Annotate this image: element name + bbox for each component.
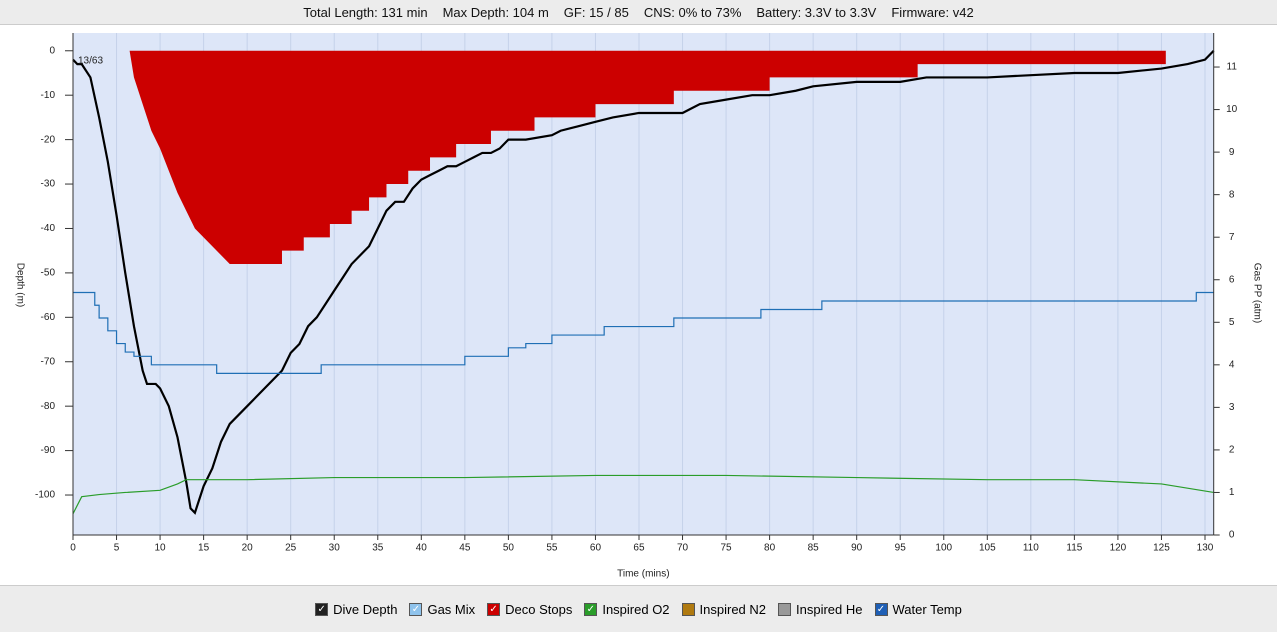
y2-tick-label: 1 [1229, 487, 1235, 498]
x-tick-label: 40 [416, 543, 428, 554]
series-line [73, 291, 1214, 374]
x-tick-label: 10 [155, 543, 167, 554]
header-item: Battery: 3.3V to 3.3V [756, 4, 877, 20]
legend-item[interactable]: ✓ Deco Stops [487, 602, 572, 617]
y2-tick-label: 3 [1229, 402, 1235, 413]
y-tick-label: -100 [35, 490, 55, 501]
y2-tick-label: 10 [1226, 104, 1238, 115]
x-tick-label: 115 [1066, 543, 1082, 554]
header: Total Length: 131 min Max Depth: 104 m GF:… [0, 0, 1277, 25]
series-line [72, 474, 1214, 515]
header-item: Firmware: v42 [891, 4, 974, 20]
header-item: Max Depth: 104 m [442, 4, 549, 20]
legend-item[interactable]: ✓ Water Temp [874, 601, 962, 617]
x-tick-label: 50 [503, 543, 515, 554]
legend-label: Gas Mix [427, 601, 476, 617]
series-line [72, 49, 1215, 515]
y2-tick-label: 8 [1229, 189, 1235, 200]
legend-label: Inspired N2 [699, 601, 767, 617]
x-tick-label: 5 [114, 543, 120, 554]
y2-tick-label: 2 [1229, 445, 1235, 456]
legend-item[interactable]: ✓ Inspired O2 [584, 601, 670, 617]
x-tick-label: 105 [979, 543, 996, 554]
legend-label: Inspired He [796, 601, 863, 617]
x-tick-label: 85 [808, 543, 820, 554]
legend: ✓ Dive Depth ✓ Gas Mix ✓ Deco Stops ✓ Inspired … [0, 585, 1277, 632]
y-tick-label: -40 [41, 223, 56, 234]
y2-tick-label: 4 [1229, 359, 1235, 370]
legend-checkbox[interactable]: ✓ [315, 602, 329, 616]
legend-checkbox[interactable] [778, 602, 792, 616]
y-tick-label: -50 [41, 268, 56, 279]
header-item: GF: 15 / 85 [563, 4, 629, 20]
x-tick-label: 75 [721, 543, 733, 554]
x-tick-label: 0 [70, 543, 76, 554]
y2-tick-label: 0 [1229, 530, 1235, 541]
header-item: Total Length: 131 min [303, 4, 428, 20]
x-tick-label: 90 [851, 543, 863, 554]
y2-axis-label: Gas PP (atm) [1251, 263, 1262, 323]
x-tick-label: 80 [764, 543, 776, 554]
x-tick-label: 120 [1110, 543, 1127, 554]
y-tick-label: -10 [41, 90, 56, 101]
legend-item[interactable]: Inspired N2 [681, 601, 767, 617]
y-tick-label: -30 [41, 179, 56, 190]
y2-tick-label: 5 [1229, 317, 1235, 328]
x-tick-label: 45 [459, 543, 471, 554]
annotation: 13/63 [78, 56, 103, 67]
legend-item[interactable]: Inspired He [778, 601, 863, 617]
x-axis-label: Time (mins) [617, 569, 669, 580]
x-tick-label: 100 [935, 543, 952, 554]
legend-checkbox[interactable]: ✓ [409, 602, 423, 616]
x-tick-label: 65 [633, 543, 645, 554]
chart: 0 5 10 15 20 25 30 35 40 45 50 55 60 65 70 75 80 85 90 95 10… [14, 33, 1262, 580]
x-tick-label: 20 [242, 543, 254, 554]
legend-checkbox[interactable]: ✓ [874, 602, 888, 616]
legend-checkbox[interactable]: ✓ [487, 602, 501, 616]
deco-area [129, 50, 1166, 265]
legend-checkbox[interactable] [681, 602, 695, 616]
y-tick-label: -20 [41, 134, 56, 145]
x-tick-label: 30 [329, 543, 341, 554]
x-tick-label: 130 [1197, 543, 1214, 554]
y2-tick-label: 9 [1229, 147, 1235, 158]
legend-checkbox[interactable]: ✓ [584, 602, 598, 616]
x-tick-label: 110 [1023, 543, 1039, 554]
x-tick-label: 35 [372, 543, 384, 554]
legend-label: Water Temp [892, 601, 962, 617]
legend-item[interactable]: ✓ Dive Depth [315, 602, 397, 617]
x-tick-label: 25 [285, 543, 297, 554]
y2-tick-label: 11 [1227, 62, 1238, 73]
y-tick-label: -60 [41, 312, 56, 323]
x-tick-label: 55 [546, 543, 558, 554]
y-axis-label: Depth (m) [14, 263, 25, 307]
x-tick-label: 15 [198, 543, 210, 554]
legend-label: Inspired O2 [602, 601, 670, 617]
legend-label: Dive Depth [333, 601, 398, 617]
y-tick-label: -70 [41, 356, 56, 367]
legend-item[interactable]: ✓ Gas Mix [409, 602, 475, 617]
y2-tick-label: 6 [1229, 274, 1235, 285]
x-tick-label: 60 [590, 543, 602, 554]
header-item: CNS: 0% to 73% [643, 4, 742, 20]
y2-tick-label: 7 [1229, 232, 1235, 243]
y-tick-label: -90 [41, 445, 56, 456]
y-tick-label: -80 [41, 401, 56, 412]
legend-label: Deco Stops [505, 601, 573, 617]
x-tick-label: 70 [677, 543, 689, 554]
y-tick-label: 0 [49, 45, 55, 56]
x-tick-label: 95 [895, 543, 907, 554]
x-tick-label: 125 [1153, 543, 1170, 554]
